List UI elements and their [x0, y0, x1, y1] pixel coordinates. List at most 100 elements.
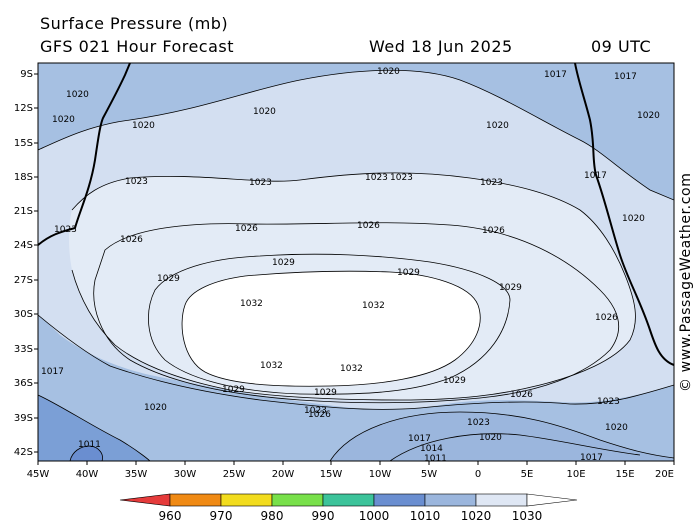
contour-label: 1026 — [357, 221, 380, 231]
contour-label: 1023 — [249, 178, 272, 188]
colorbar-label: 980 — [261, 509, 284, 523]
lat-label: 12S — [14, 103, 33, 114]
lon-label: 5E — [521, 469, 534, 480]
contour-label: 1029 — [314, 388, 337, 398]
contour-label: 1026 — [595, 313, 618, 323]
contour-label: 1020 — [66, 90, 89, 100]
contour-1020-north — [38, 69, 674, 201]
contour-label: 1026 — [235, 224, 258, 234]
colorbar-cap-right — [526, 493, 578, 507]
contour-label: 1020 — [605, 423, 628, 433]
lon-label: 15E — [615, 469, 634, 480]
lat-label: 9S — [20, 69, 33, 80]
contour-label: 1032 — [362, 301, 385, 311]
region-low-sw — [38, 395, 150, 461]
contour-label: 1011 — [424, 454, 447, 464]
contour-labels: 1032 1032 1032 1032 1029 1029 1029 1029 … — [41, 67, 660, 464]
lat-label: 36S — [14, 378, 33, 389]
lon-label: 0 — [475, 469, 481, 480]
lat-label: 27S — [14, 275, 33, 286]
contour-label: 1029 — [272, 258, 295, 268]
contour-1017-s — [329, 411, 674, 461]
contour-label: 1032 — [240, 299, 263, 309]
contour-label: 1029 — [443, 376, 466, 386]
contour-label: 1017 — [408, 434, 431, 444]
map-frame — [37, 62, 675, 462]
lat-label: 42S — [14, 447, 33, 458]
lat-label: 18S — [14, 172, 33, 183]
contour-label: 1017 — [544, 70, 567, 80]
colorbar-label: 970 — [210, 509, 233, 523]
lat-label: 33S — [14, 344, 33, 355]
forecast-date: Wed 18 Jun 2025 — [369, 37, 513, 56]
colorbar-label: 990 — [312, 509, 335, 523]
forecast-time: 09 UTC — [591, 37, 652, 56]
contour-1029 — [148, 253, 511, 395]
lat-label: 24S — [14, 240, 33, 251]
contour-label: 1017 — [614, 72, 637, 82]
contour-label: 1023 — [480, 178, 503, 188]
contour-label: 1026 — [120, 235, 143, 245]
contour-label: 1020 — [144, 403, 167, 413]
contour-1026 — [93, 222, 619, 404]
contour-label: 1029 — [499, 283, 522, 293]
contour-1017-sw — [38, 394, 151, 461]
contour-label: 1026 — [482, 226, 505, 236]
lon-label: 20E — [655, 469, 674, 480]
lon-label: 25W — [223, 469, 246, 480]
contour-label: 1023 — [54, 225, 77, 235]
colorbar-segment — [475, 493, 528, 507]
region-low-s — [330, 412, 674, 461]
colorbar-segment — [424, 493, 477, 507]
lat-axis: 9S 12S 15S 18S 21S 24S 27S 30S 33S 36S 3… — [14, 69, 38, 458]
contour-label: 1029 — [222, 385, 245, 395]
chart-title: Surface Pressure (mb) — [40, 14, 229, 33]
colorbar-segment — [220, 493, 273, 507]
colorbar-segment — [373, 493, 426, 507]
contour-label: 1029 — [397, 268, 420, 278]
contour-label: 1020 — [377, 67, 400, 77]
contour-label: 1023 — [365, 173, 388, 183]
contour-label: 1017 — [584, 171, 607, 181]
contour-label: 1023 — [390, 173, 413, 183]
contour-label: 1023 — [597, 397, 620, 407]
lat-label: 21S — [14, 206, 33, 217]
contour-1020-south — [38, 314, 674, 410]
lon-label: 5W — [421, 469, 437, 480]
contour-label: 1011 — [78, 440, 101, 450]
south-america-coast — [38, 63, 131, 246]
forecast-subtitle: GFS 021 Hour Forecast — [40, 37, 235, 56]
contour-label: 1032 — [260, 361, 283, 371]
colorbar-segment — [169, 493, 222, 507]
colorbar: 960 970 980 990 1000 1010 1020 1030 — [119, 493, 578, 523]
contour-1023 — [71, 172, 636, 401]
contour-label: 1020 — [622, 214, 645, 224]
lon-label: 10W — [369, 469, 392, 480]
region-1032 — [182, 271, 481, 387]
africa-coast — [574, 63, 674, 366]
contour-label: 1020 — [486, 121, 509, 131]
contour-1011 — [69, 445, 103, 461]
lon-label: 45W — [27, 469, 50, 480]
contour-label: 1014 — [420, 444, 443, 454]
lon-axis: 45W 40W 35W 30W 25W 20W 15W 10W 5W 0 5E … — [27, 461, 675, 480]
credit-watermark: © www.PassageWeather.com — [678, 172, 694, 392]
contour-label: 1017 — [580, 453, 603, 463]
lon-label: 35W — [125, 469, 148, 480]
contour-label: 1020 — [253, 107, 276, 117]
colorbar-label: 1020 — [461, 509, 492, 523]
contour-label: 1023 — [467, 418, 490, 428]
lat-label: 15S — [14, 138, 33, 149]
contour-1014 — [389, 433, 641, 461]
contour-label: 1032 — [340, 364, 363, 374]
contour-label: 1023 — [304, 406, 327, 416]
lon-label: 15W — [320, 469, 343, 480]
lon-label: 30W — [174, 469, 197, 480]
lat-label: 39S — [14, 413, 33, 424]
contour-label: 1020 — [132, 121, 155, 131]
lat-label: 30S — [14, 309, 33, 320]
contour-label: 1029 — [157, 274, 180, 284]
colorbar-segment — [271, 493, 324, 507]
contour-label: 1020 — [479, 433, 502, 443]
